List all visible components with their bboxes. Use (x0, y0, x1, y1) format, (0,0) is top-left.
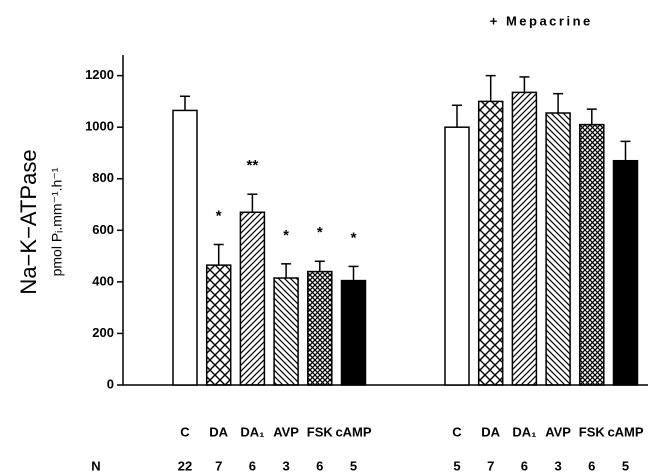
x-tick-label: DA₁ (240, 424, 264, 439)
y-axis-label: Na−K−ATPase (16, 149, 41, 294)
x-tick-label: DA (481, 424, 500, 439)
significance-marker: * (351, 229, 357, 246)
x-tick-label: cAMP (335, 424, 371, 439)
bar (511, 91, 538, 386)
y-tick-label: 0 (107, 376, 114, 391)
n-count: 6 (588, 458, 595, 473)
bar (545, 112, 571, 386)
n-count: 22 (178, 458, 192, 473)
significance-marker: * (216, 207, 222, 224)
bar (239, 211, 266, 386)
x-tick-label: FSK (307, 424, 334, 439)
n-count: 6 (316, 458, 323, 473)
bar (612, 159, 639, 386)
bar (205, 264, 232, 386)
x-tick-label: AVP (545, 424, 571, 439)
n-count: 3 (282, 458, 289, 473)
bar (444, 126, 470, 386)
x-tick-label: FSK (579, 424, 606, 439)
bar (340, 279, 367, 386)
n-count: 6 (249, 458, 256, 473)
y-tick-label: 200 (92, 325, 114, 340)
significance-marker: ** (247, 157, 259, 174)
n-count: 7 (487, 458, 494, 473)
n-count: 5 (622, 458, 629, 473)
y-tick-label: 1000 (85, 119, 114, 134)
y-tick-label: 1200 (85, 67, 114, 82)
x-tick-label: C (452, 424, 462, 439)
x-tick-label: DA (209, 424, 228, 439)
bar (307, 270, 333, 386)
bar (579, 123, 605, 386)
n-count: 6 (521, 458, 528, 473)
bar (477, 100, 504, 386)
n-label: N (91, 458, 100, 473)
bar (273, 277, 299, 386)
x-tick-label: cAMP (607, 424, 643, 439)
y-axis-units: pmol Pᵢ.mm⁻¹.h⁻¹ (49, 167, 65, 276)
significance-marker: * (283, 227, 289, 244)
y-tick-label: 600 (92, 222, 114, 237)
y-tick-label: 400 (92, 273, 114, 288)
n-count: 5 (350, 458, 357, 473)
x-tick-label: DA₁ (512, 424, 536, 439)
group-title: + Mepacrine (490, 13, 593, 28)
bar (172, 109, 198, 386)
significance-marker: * (317, 224, 323, 241)
n-count: 3 (554, 458, 561, 473)
x-tick-label: C (180, 424, 190, 439)
x-tick-label: AVP (273, 424, 299, 439)
y-tick-label: 800 (92, 170, 114, 185)
n-count: 7 (215, 458, 222, 473)
n-count: 5 (453, 458, 460, 473)
